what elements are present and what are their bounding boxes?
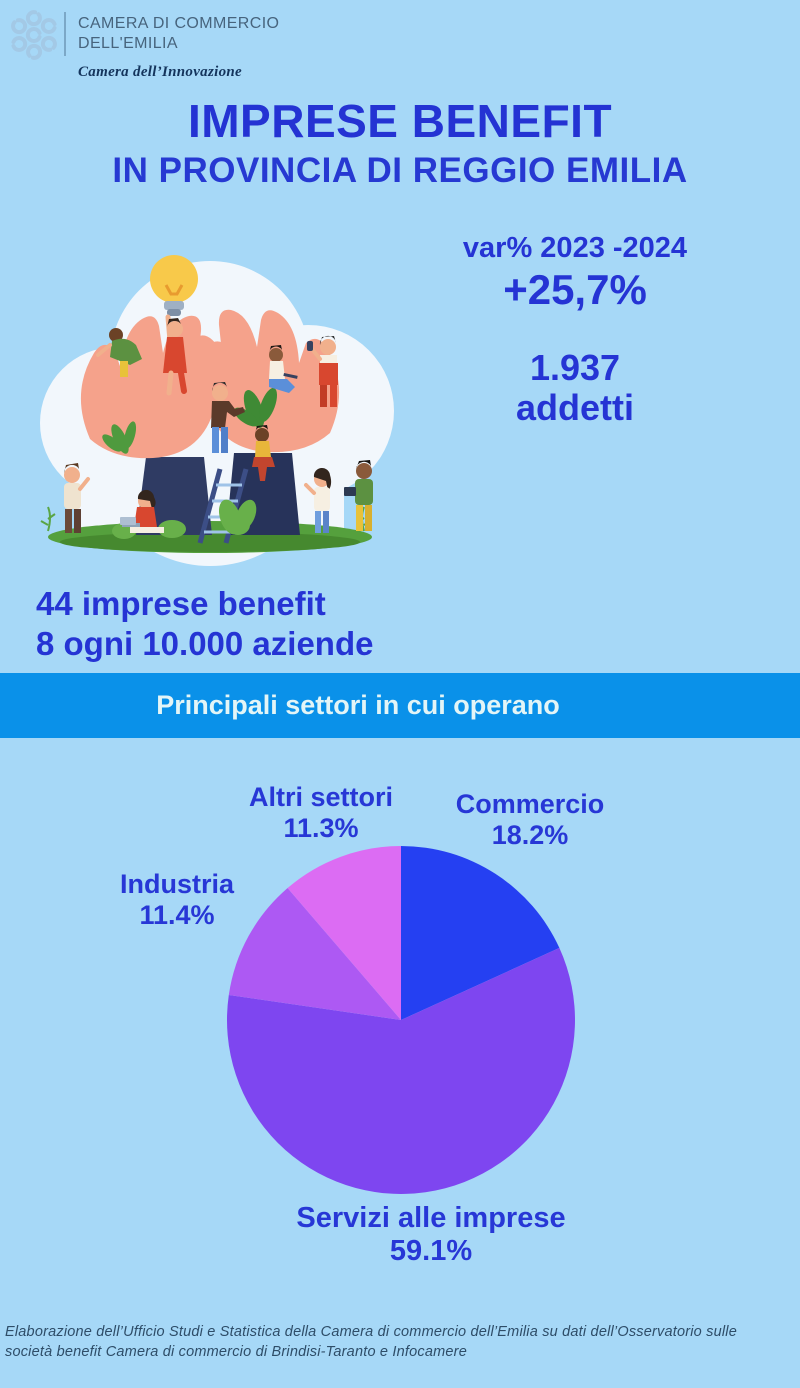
pie-label-servizi: Servizi alle imprese 59.1% <box>261 1202 601 1269</box>
pie-label-industria: Industria 11.4% <box>67 869 287 931</box>
lightbulb-icon <box>150 255 198 316</box>
pie-label-altri-pct: 11.3% <box>283 813 359 844</box>
person-ground-right-man <box>344 460 373 531</box>
key-figures: 44 imprese benefit 8 ogni 10.000 aziende <box>36 584 373 663</box>
org-name: CAMERA DI COMMERCIO DELL'EMILIA <box>78 14 279 54</box>
page-title: IMPRESE BENEFIT <box>187 95 613 147</box>
person-holding-bulb <box>163 314 187 396</box>
chamber-logo-icon <box>11 10 57 60</box>
right-hand <box>190 309 340 453</box>
stats-block: var% 2023 -2024 +25,7% 1.937 addetti <box>400 232 750 427</box>
person-ground-right-woman <box>304 467 332 533</box>
pie-chart <box>226 846 575 1194</box>
sub-brand: Camera dell’Innovazione <box>78 64 242 80</box>
pie-label-commercio: Commercio 18.2% <box>420 789 640 851</box>
pie-slice-commercio <box>401 846 560 1020</box>
banner: Principali settori in cui operano <box>0 673 800 738</box>
key-figures-line2: 8 ogni 10.000 aziende <box>36 624 374 662</box>
pie-label-industria-pct: 11.4% <box>139 900 215 931</box>
person-ground-laptop <box>120 489 164 533</box>
footer-source-note: Elaborazione dell’Ufficio Studi e Statis… <box>5 1324 737 1361</box>
grass-shadow <box>60 532 360 552</box>
addetti-label: addetti <box>515 387 634 429</box>
pie-label-commercio-name: Commercio <box>455 789 605 819</box>
page-subtitle: IN PROVINCIA DI REGGIO EMILIA <box>112 151 688 190</box>
pie-slice-servizi-alle-imprese <box>226 947 575 1194</box>
pie-label-servizi-name: Servizi alle imprese <box>296 1202 566 1234</box>
org-name-line2: DELL'EMILIA <box>78 35 178 52</box>
teamwork-illustration <box>40 255 394 566</box>
banner-label: Principali settori in cui operano <box>156 690 560 720</box>
pie-label-industria-name: Industria <box>119 869 234 899</box>
key-figures-line1: 44 imprese benefit <box>36 585 326 622</box>
person-overalls <box>307 335 338 407</box>
people-group <box>63 314 373 533</box>
person-ground-left <box>63 463 90 533</box>
pie-slice-altri-settori <box>287 846 401 1020</box>
pie-slice-industria <box>228 888 401 1020</box>
pie-label-altri-settori: Altri settori 11.3% <box>211 782 431 844</box>
addetti-value: 1.937 <box>529 347 621 389</box>
pie-label-commercio-pct: 18.2% <box>491 820 569 851</box>
person-center <box>211 382 245 453</box>
person-laptop-right-hand <box>269 345 298 393</box>
person-sitting-pedestal <box>252 425 275 481</box>
pie-label-servizi-pct: 59.1% <box>389 1235 473 1268</box>
org-name-line1: CAMERA DI COMMERCIO <box>78 15 280 32</box>
var-value: +25,7% <box>503 266 647 313</box>
pie-label-altri-name: Altri settori <box>248 782 394 812</box>
var-label: var% 2023 -2024 <box>462 232 688 264</box>
logo-divider <box>64 12 66 56</box>
person-bending-left <box>96 328 142 377</box>
